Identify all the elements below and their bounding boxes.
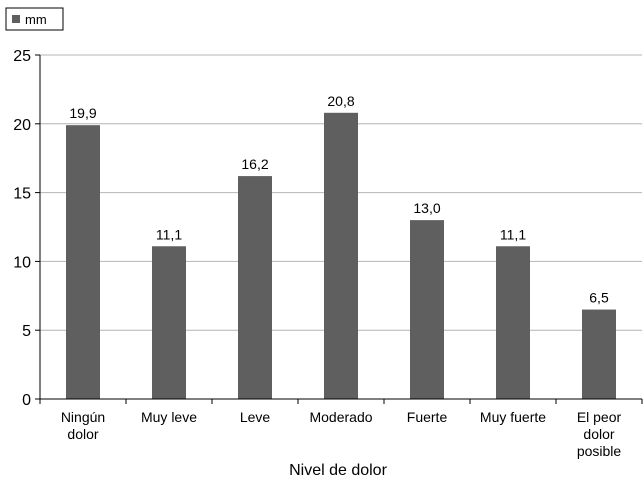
data-label: 11,1	[156, 226, 182, 242]
x-tick-label: Muy fuerte	[480, 409, 546, 425]
y-tick-label: 5	[22, 323, 31, 340]
bar	[238, 176, 272, 399]
bar	[66, 125, 100, 400]
legend-label: mm	[25, 12, 47, 27]
data-label: 19,9	[69, 105, 96, 121]
data-label: 11,1	[500, 226, 526, 242]
bar	[324, 112, 358, 400]
bar	[496, 246, 530, 399]
bar	[152, 246, 186, 399]
y-tick-label: 20	[13, 117, 31, 134]
bar	[582, 309, 616, 399]
y-tick-label: 0	[22, 392, 31, 409]
x-tick-label: Fuerte	[407, 409, 448, 425]
data-label: 20,8	[327, 93, 354, 109]
y-tick-label: 15	[13, 186, 31, 203]
x-tick-label: Ningún dolor	[61, 409, 105, 442]
y-tick-label: 10	[13, 254, 31, 271]
data-label: 13,0	[413, 200, 440, 216]
x-axis-title: Nivel de dolor	[289, 462, 388, 479]
data-label: 6,5	[589, 290, 609, 306]
x-tick-label: Moderado	[309, 409, 372, 425]
x-tick-label: Muy leve	[141, 409, 197, 425]
x-tick-label: El peor dolor posible	[577, 409, 622, 459]
bar	[410, 220, 444, 399]
x-tick-label: Leve	[240, 409, 271, 425]
legend-swatch	[12, 15, 20, 23]
y-tick-label: 25	[13, 48, 31, 65]
bars: 19,9 11,1 16,2 20,8 13,0 11,1 6,5	[66, 93, 616, 400]
x-axis: Ningún dolor Muy leve Leve Moderado Fuerte Muy…	[39, 398, 643, 459]
legend: mm	[5, 7, 64, 31]
data-label: 16,2	[241, 156, 268, 172]
y-axis: 0 5 10 15 20 25	[13, 48, 41, 409]
legend-frame	[5, 7, 64, 31]
